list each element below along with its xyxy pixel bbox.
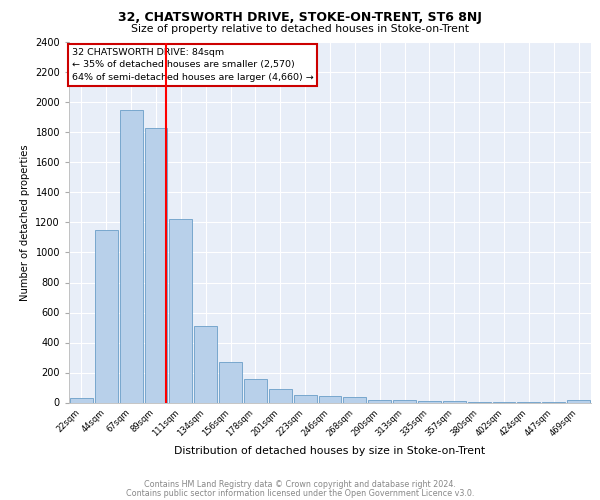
- Bar: [393, 400, 416, 402]
- Text: Contains public sector information licensed under the Open Government Licence v3: Contains public sector information licen…: [126, 488, 474, 498]
- Bar: [319, 396, 341, 402]
- Bar: [219, 362, 242, 403]
- Text: 32 CHATSWORTH DRIVE: 84sqm
← 35% of detached houses are smaller (2,570)
64% of s: 32 CHATSWORTH DRIVE: 84sqm ← 35% of deta…: [71, 48, 313, 82]
- Y-axis label: Number of detached properties: Number of detached properties: [20, 144, 29, 301]
- Text: Size of property relative to detached houses in Stoke-on-Trent: Size of property relative to detached ho…: [131, 24, 469, 34]
- Bar: [418, 401, 441, 402]
- Text: 32, CHATSWORTH DRIVE, STOKE-ON-TRENT, ST6 8NJ: 32, CHATSWORTH DRIVE, STOKE-ON-TRENT, ST…: [118, 11, 482, 24]
- Bar: [269, 389, 292, 402]
- Bar: [294, 395, 317, 402]
- X-axis label: Distribution of detached houses by size in Stoke-on-Trent: Distribution of detached houses by size …: [175, 446, 485, 456]
- Bar: [194, 326, 217, 402]
- Bar: [120, 110, 143, 403]
- Text: Contains HM Land Registry data © Crown copyright and database right 2024.: Contains HM Land Registry data © Crown c…: [144, 480, 456, 489]
- Bar: [95, 230, 118, 402]
- Bar: [70, 398, 93, 402]
- Bar: [169, 220, 192, 402]
- Bar: [368, 400, 391, 402]
- Bar: [244, 379, 267, 402]
- Bar: [567, 400, 590, 402]
- Bar: [343, 396, 366, 402]
- Bar: [145, 128, 167, 402]
